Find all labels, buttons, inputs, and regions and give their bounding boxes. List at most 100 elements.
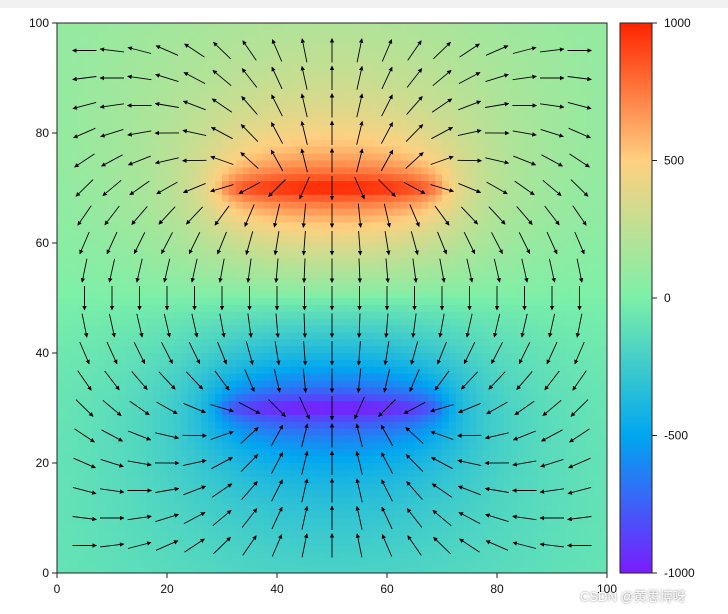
field-arrow	[274, 258, 279, 283]
field-arrow	[129, 400, 150, 416]
field-arrow	[512, 46, 537, 54]
field-arrow	[407, 40, 422, 61]
field-arrow	[542, 399, 562, 417]
field-arrow	[485, 73, 509, 83]
field-arrow	[245, 231, 254, 256]
field-arrow	[431, 456, 453, 470]
field-arrow	[299, 396, 310, 420]
field-arrow	[301, 258, 307, 283]
field-arrow	[384, 313, 389, 338]
field-arrow	[163, 313, 171, 338]
field-arrow	[518, 232, 531, 255]
field-arrow	[72, 101, 97, 110]
field-arrow	[457, 402, 481, 414]
field-arrow	[273, 203, 281, 228]
field-arrow	[73, 457, 96, 469]
field-arrow	[465, 313, 473, 338]
field-arrow	[485, 157, 510, 165]
field-arrow	[405, 152, 424, 169]
field-arrow	[188, 232, 201, 255]
field-arrow	[514, 400, 535, 416]
field-arrow	[301, 533, 309, 558]
field-arrow	[275, 313, 280, 338]
field-arrow	[434, 370, 450, 391]
field-arrow	[457, 485, 481, 496]
field-arrow	[274, 341, 281, 366]
plot-frame	[56, 22, 608, 574]
field-arrow	[79, 231, 90, 255]
field-arrow	[75, 179, 94, 197]
field-arrow	[79, 341, 90, 365]
field-arrow	[300, 148, 308, 173]
field-arrow	[484, 486, 509, 493]
field-arrow	[434, 205, 450, 226]
field-arrow	[407, 535, 422, 556]
field-arrow	[542, 179, 562, 197]
field-arrow	[540, 128, 564, 138]
field-arrow	[182, 129, 207, 137]
y-tick-label: 100	[29, 16, 49, 30]
field-arrow	[406, 68, 423, 88]
field-arrow	[155, 45, 179, 56]
field-arrow	[81, 313, 89, 338]
field-arrow	[403, 182, 426, 194]
watermark-text: CSDN @黄思博呀	[580, 589, 686, 604]
field-arrow	[548, 313, 556, 338]
field-arrow	[355, 533, 363, 558]
field-arrow	[356, 148, 364, 173]
field-arrow	[182, 100, 206, 111]
field-arrow	[405, 454, 424, 472]
field-arrow	[155, 432, 180, 440]
field-arrow	[485, 101, 510, 108]
field-arrow	[238, 402, 261, 414]
field-arrow	[432, 69, 452, 87]
colorbar-tick-label: -500	[664, 429, 688, 443]
field-arrow	[213, 536, 231, 555]
field-arrow	[273, 231, 280, 256]
field-arrow	[516, 206, 533, 225]
field-arrow	[568, 457, 591, 469]
field-arrow	[548, 258, 556, 283]
field-arrow	[135, 258, 143, 283]
field-arrow	[213, 41, 231, 60]
field-arrow	[512, 430, 536, 441]
field-arrow	[99, 103, 124, 109]
field-arrow	[383, 203, 391, 228]
field-arrow	[271, 479, 283, 502]
field-arrow	[154, 101, 179, 108]
field-arrows	[72, 38, 592, 558]
y-tick-label: 0	[42, 566, 49, 580]
field-arrow	[431, 126, 453, 140]
field-arrow	[155, 540, 179, 551]
field-arrow	[242, 535, 257, 556]
field-arrow	[156, 401, 178, 415]
field-arrow	[569, 153, 590, 168]
x-tick-label: 100	[597, 582, 617, 596]
field-arrow	[131, 371, 148, 390]
field-arrow	[72, 516, 97, 522]
field-arrow	[300, 65, 308, 90]
field-arrow	[106, 231, 118, 255]
field-arrow	[406, 508, 423, 528]
field-arrow	[100, 542, 125, 548]
field-arrow	[188, 342, 201, 365]
x-tick-label: 60	[380, 582, 394, 596]
field-arrow	[104, 370, 120, 391]
field-arrow	[271, 39, 283, 62]
field-arrow	[411, 313, 417, 338]
field-arrow	[300, 38, 308, 63]
field-arrow	[356, 65, 364, 90]
field-arrow	[217, 341, 228, 365]
field-arrow	[108, 313, 116, 338]
field-arrow	[355, 478, 363, 503]
field-arrow	[218, 258, 225, 283]
field-arrow	[491, 232, 503, 255]
field-arrow	[485, 45, 509, 56]
field-arrow	[216, 231, 227, 255]
field-arrow	[210, 155, 234, 165]
field-arrow	[127, 130, 152, 137]
field-arrow	[241, 96, 258, 115]
field-arrow	[301, 230, 307, 256]
field-arrow	[572, 370, 587, 391]
